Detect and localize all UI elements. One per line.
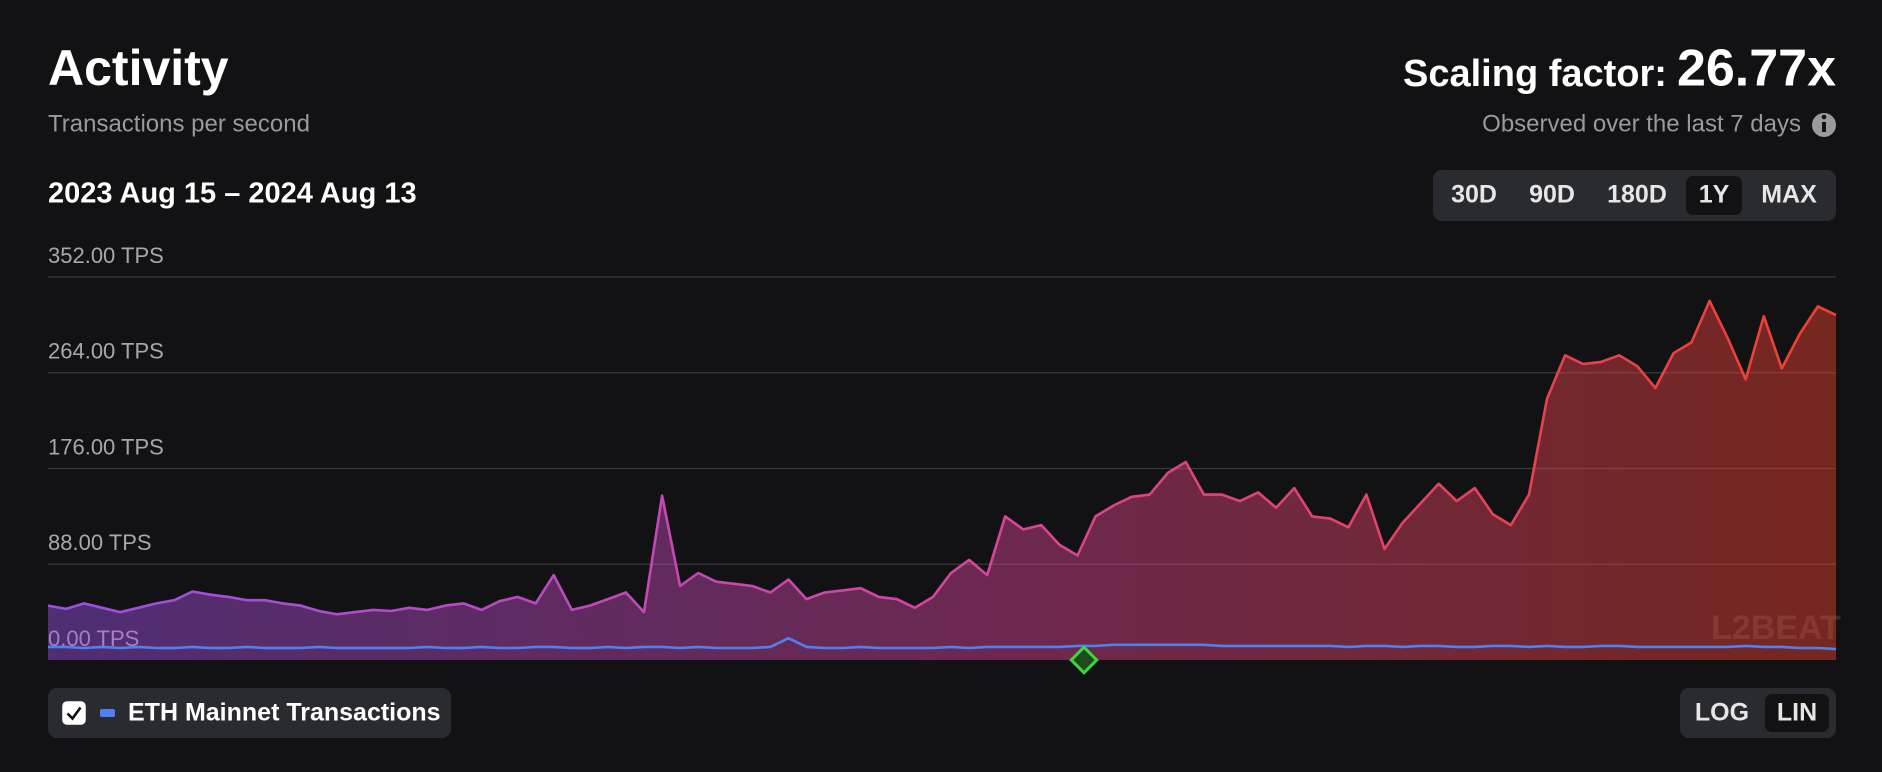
hover-marker (1069, 645, 1099, 675)
range-button[interactable]: 30D (1451, 181, 1497, 209)
scaling-value: 26.77x (1677, 40, 1836, 98)
scaling-label: Scaling factor: (1403, 53, 1667, 95)
observed-note: Observed over the last 7 days (1482, 110, 1801, 137)
info-icon[interactable] (1812, 113, 1836, 137)
y-tick-label: 352.00 TPS (48, 243, 164, 268)
range-button[interactable]: MAX (1761, 181, 1817, 209)
date-range: 2023 Aug 15 – 2024 Aug 13 (48, 178, 417, 210)
subtitle: Transactions per second (48, 110, 310, 137)
range-button[interactable]: 1Y (1699, 181, 1730, 209)
series-line (48, 636, 1837, 651)
range-button[interactable]: 180D (1607, 181, 1667, 209)
scale-button-selected (1765, 694, 1829, 732)
y-tick-label: 264.00 TPS (48, 339, 164, 364)
range-button-selected (1686, 176, 1742, 215)
checkmark (66, 706, 82, 721)
legend-swatch (100, 709, 115, 717)
scale-button[interactable]: LIN (1777, 699, 1817, 727)
legend-label: ETH Mainnet Transactions (128, 699, 441, 727)
scale-button[interactable]: LOG (1695, 699, 1749, 727)
area-fill (48, 300, 1836, 660)
legend-checkbox[interactable] (62, 701, 86, 725)
series-line (47, 299, 1837, 616)
title: Activity (48, 40, 229, 96)
y-tick-label: 88.00 TPS (48, 530, 152, 555)
range-button[interactable]: 90D (1529, 181, 1575, 209)
legend-box (48, 688, 451, 738)
y-tick-label: 176.00 TPS (48, 434, 164, 459)
